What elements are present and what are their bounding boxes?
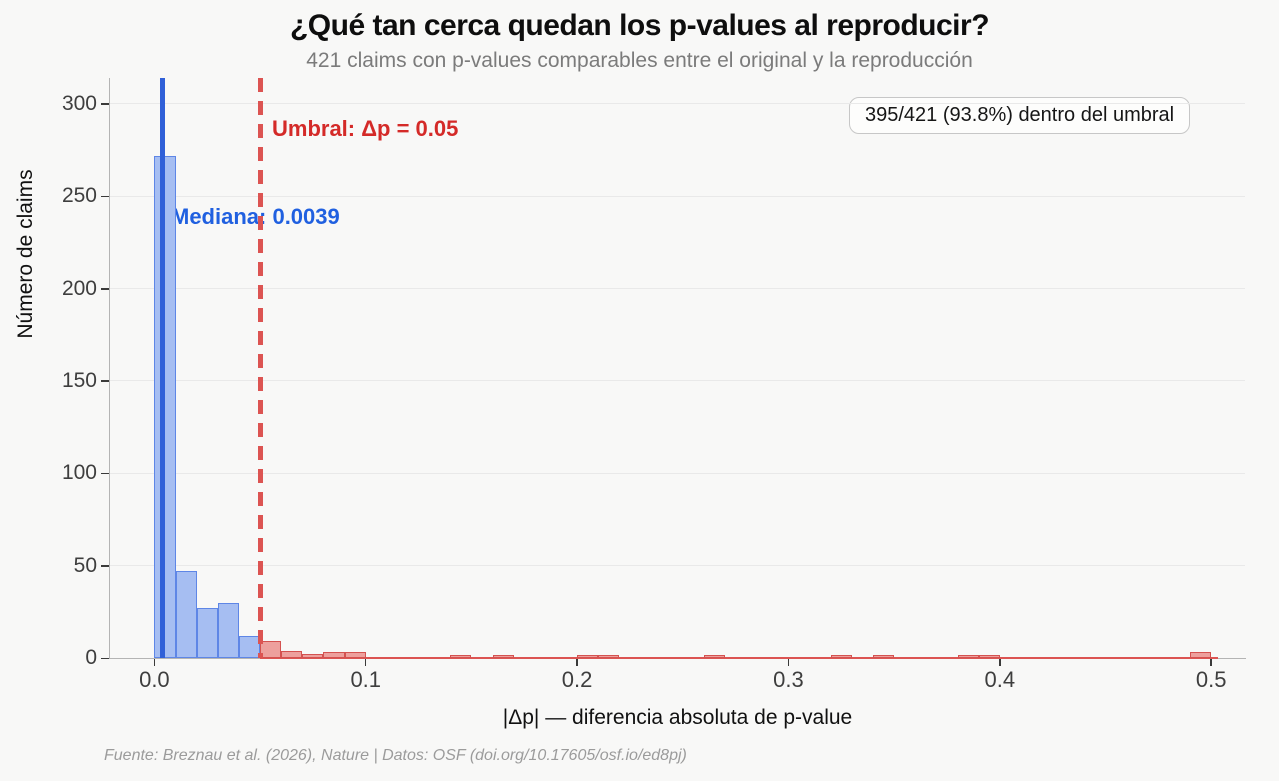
x-tick-mark	[153, 659, 156, 666]
median-annotation: Mediana: 0.0039	[171, 204, 340, 229]
y-tick-mark	[101, 472, 109, 475]
y-gridline	[110, 103, 1245, 105]
y-tick-label: 50	[73, 553, 97, 577]
histogram-bar-above	[577, 655, 599, 658]
y-tick-mark	[101, 195, 109, 198]
y-tick-mark	[101, 657, 109, 659]
histogram-bar-above	[260, 641, 282, 658]
x-tick-label: 0.2	[561, 667, 593, 692]
histogram-bar-above	[344, 652, 366, 658]
x-tick-mark	[787, 659, 790, 666]
y-tick-label: 0	[85, 646, 97, 669]
threshold-line	[257, 78, 263, 658]
x-tick-label: 0.4	[984, 667, 1016, 692]
y-gridline	[110, 288, 1245, 290]
y-tick-mark	[101, 565, 109, 567]
median-line	[160, 78, 165, 658]
x-tick-mark	[1210, 659, 1212, 666]
x-tick-mark	[576, 659, 578, 666]
histogram-bar-within	[196, 608, 218, 658]
histogram-bar-above	[450, 655, 472, 658]
histogram-bar-above	[302, 654, 324, 658]
x-axis-title: |Δp| — diferencia absoluta de p-value	[502, 706, 853, 729]
histogram-bar-above	[323, 652, 345, 658]
x-tick-label: 0.0	[139, 667, 170, 692]
histogram-bar-within	[175, 571, 197, 658]
y-tick-label: 250	[61, 184, 97, 208]
x-tick-label: 0.5	[1195, 667, 1227, 692]
x-tick-mark	[999, 659, 1001, 666]
y-tick-label: 100	[61, 461, 97, 485]
x-tick-label: 0.3	[773, 667, 804, 692]
histogram-bar-above	[873, 655, 895, 658]
y-gridline	[110, 380, 1245, 382]
x-tick-label: 0.1	[350, 667, 382, 692]
histogram-bar-above	[598, 655, 620, 658]
histogram-bar-above	[492, 655, 514, 658]
y-gridline	[110, 565, 1245, 567]
source-footer: Fuente: Breznau et al. (2026), Nature | …	[104, 747, 687, 764]
histogram-bar-above	[281, 650, 303, 658]
y-tick-label: 150	[61, 368, 97, 392]
y-gridline	[110, 472, 1245, 474]
chart-subtitle: 421 claims con p-values comparables entr…	[306, 49, 973, 72]
y-axis-spine	[109, 78, 111, 659]
above-threshold-baseline	[260, 657, 1218, 659]
within-threshold-badge: 395/421 (93.8%) dentro del umbral	[849, 97, 1191, 134]
threshold-annotation: Umbral: Δp = 0.05	[272, 116, 459, 141]
plot-area: Umbral: Δp = 0.05 Mediana: 0.0039	[110, 78, 1245, 659]
x-tick-mark	[364, 659, 367, 666]
y-tick-label: 200	[61, 276, 97, 300]
y-tick-mark	[101, 103, 109, 105]
histogram-bar-within	[154, 155, 176, 658]
y-tick-mark	[101, 288, 109, 290]
histogram-bar-within	[217, 602, 239, 658]
y-tick-label: 300	[61, 91, 97, 115]
y-tick-mark	[101, 380, 109, 382]
histogram-bar-above	[1190, 652, 1212, 658]
histogram-bar-above	[830, 655, 852, 658]
y-axis-title: Número de claims	[14, 169, 37, 339]
histogram-bar-above	[957, 655, 979, 658]
y-gridline	[110, 195, 1245, 197]
histogram-bar-above	[978, 655, 1000, 658]
chart-title: ¿Qué tan cerca quedan los p-values al re…	[289, 9, 990, 42]
histogram-bar-above	[703, 655, 726, 658]
